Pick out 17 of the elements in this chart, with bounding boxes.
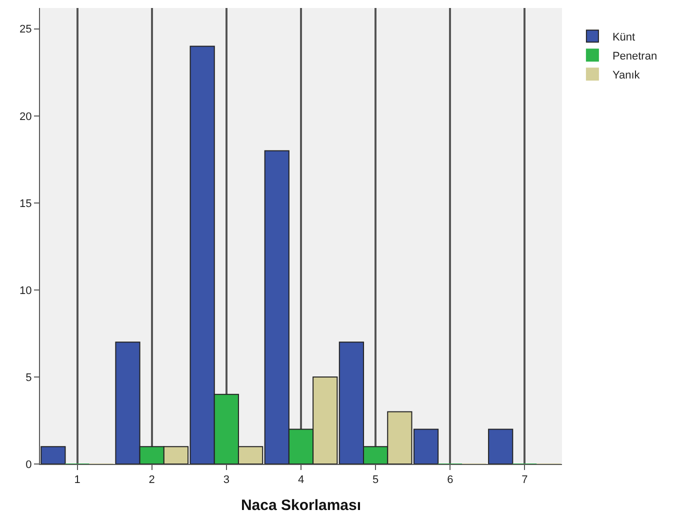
legend-label: Penetran [612,50,658,62]
y-tick-label: 5 [26,372,32,384]
legend-label: Yanık [612,69,640,82]
y-tick-label: 0 [26,458,32,471]
x-tick-label: 6 [447,474,454,486]
y-tick-label: 20 [20,110,32,123]
x-tick-label: 7 [522,474,528,486]
x-tick-label: 1 [74,474,80,486]
y-tick-label: 15 [20,198,32,210]
y-tick-label: 25 [20,24,32,36]
x-tick-label: 2 [148,474,155,486]
y-tick-label: 10 [20,284,32,297]
x-tick-label: 4 [298,474,304,486]
x-tick-label: 5 [372,474,379,486]
x-axis-title: Naca Skorlaması [240,497,362,514]
legend-label: Künt [612,31,636,44]
x-tick-label: 3 [223,474,230,486]
